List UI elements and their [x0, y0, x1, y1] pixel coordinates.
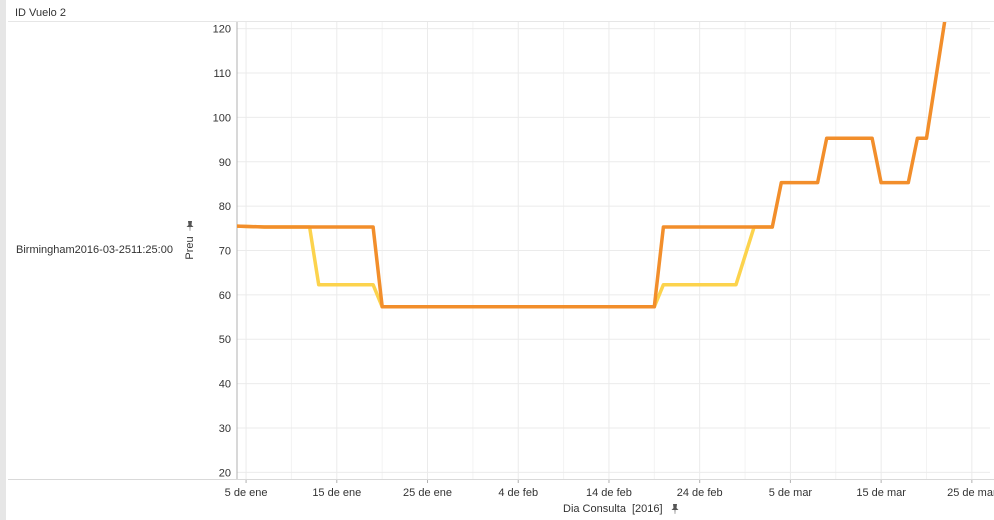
y-tick-label: 90: [219, 157, 231, 169]
x-tick-label: 25 de mar: [947, 487, 994, 499]
y-tick-label: 40: [219, 379, 231, 391]
x-tick-label: 24 de feb: [677, 487, 723, 499]
x-tick-label: 15 de mar: [856, 487, 906, 499]
y-tick-label: 20: [219, 467, 231, 479]
left-scroll-strip: [0, 0, 6, 520]
x-tick-label: 5 de ene: [225, 487, 268, 499]
y-tick-label: 110: [213, 68, 231, 80]
x-axis-title-wrap: Dia Consulta [2016]: [563, 502, 681, 516]
x-tick-label: 15 de ene: [312, 487, 361, 499]
row-label: Birmingham2016-03-2511:25:00: [16, 244, 173, 256]
pin-icon[interactable]: [184, 220, 196, 232]
x-axis-title: Dia Consulta: [563, 503, 626, 515]
header-divider: [8, 21, 994, 22]
pin-icon[interactable]: [669, 503, 681, 515]
y-tick-label: 50: [219, 334, 231, 346]
y-tick-label: 30: [219, 423, 231, 435]
bottom-divider: [8, 479, 994, 480]
x-tick-label: 25 de ene: [403, 487, 452, 499]
y-tick-label: 60: [219, 290, 231, 302]
y-tick-label: 100: [213, 112, 231, 124]
header-title: ID Vuelo 2: [15, 7, 66, 19]
y-tick-label: 70: [219, 246, 231, 258]
x-tick-label: 14 de feb: [586, 487, 632, 499]
series-line-2: [237, 22, 947, 309]
x-tick-label: 4 de feb: [498, 487, 538, 499]
x-axis-year: [2016]: [631, 503, 663, 515]
x-tick-label: 5 de mar: [769, 487, 813, 499]
y-tick-label: 120: [213, 24, 231, 36]
y-tick-label: 80: [219, 201, 231, 213]
